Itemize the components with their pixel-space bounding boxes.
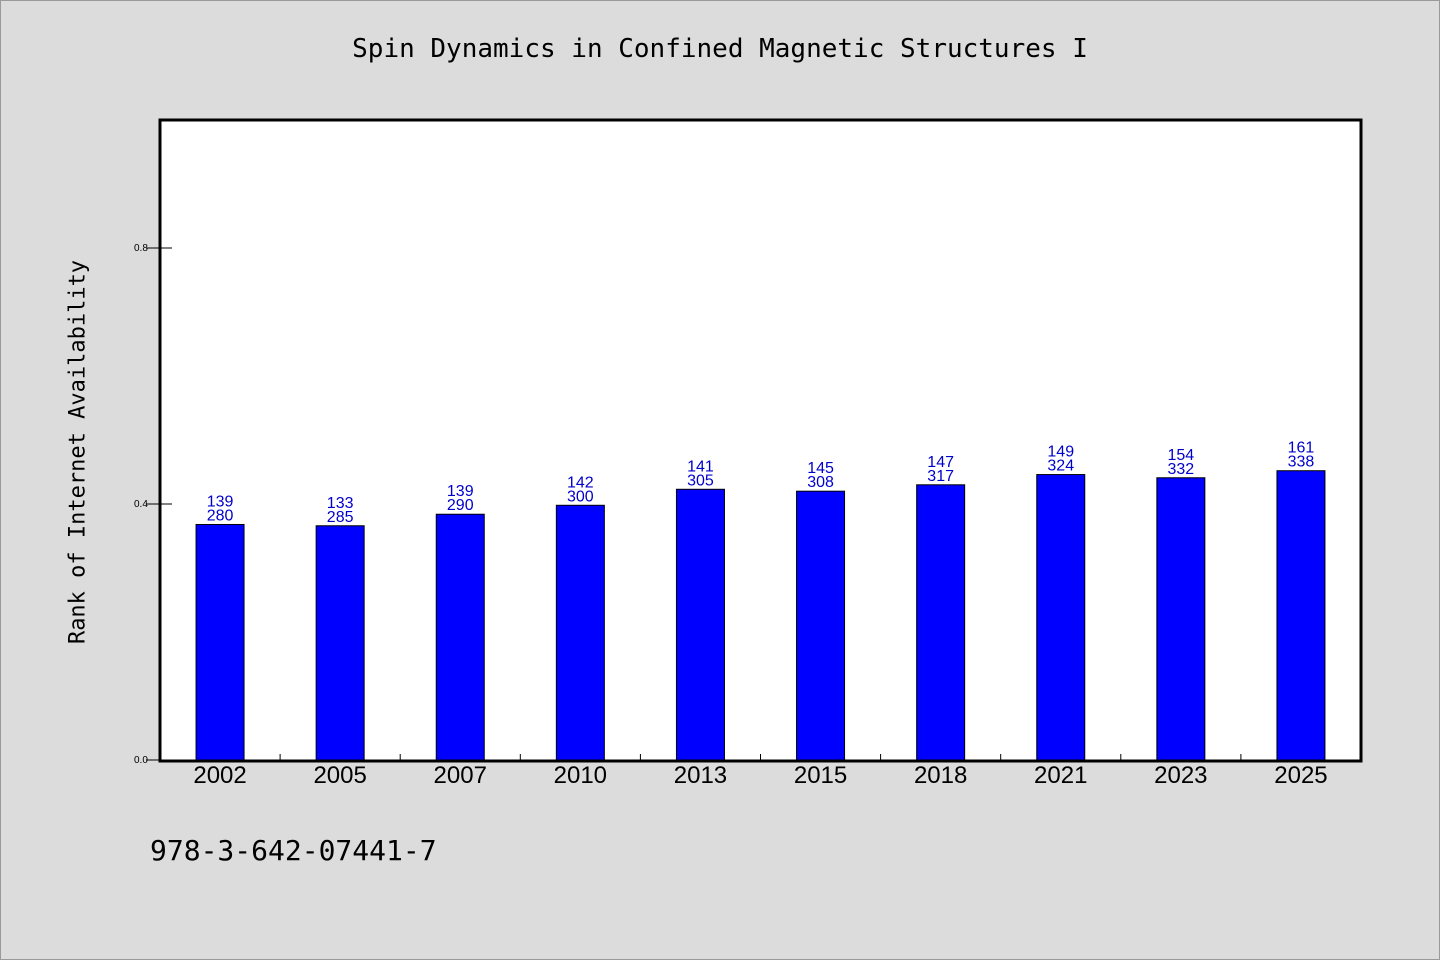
data-label-top-2023: 154	[1167, 447, 1194, 464]
x-tick-label-2002: 2002	[193, 762, 246, 789]
data-label-bottom-2005: 285	[327, 509, 354, 526]
data-label-bottom-2002: 280	[207, 507, 234, 524]
data-labels: 2002139280200513328520071392902010142300…	[134, 243, 1328, 789]
x-tick-label-2023: 2023	[1154, 762, 1207, 789]
data-label-top-2013: 141	[687, 458, 714, 475]
axis-ticks	[146, 247, 1242, 761]
data-label-top-2018: 147	[927, 454, 954, 471]
bar-2023	[1156, 477, 1206, 761]
bar-2005	[315, 525, 365, 761]
data-label-bottom-2010: 300	[567, 488, 594, 505]
data-label-top-2005: 133	[327, 495, 354, 512]
bar-2007	[435, 513, 485, 761]
x-tick-label-2018: 2018	[914, 762, 967, 789]
data-label-bottom-2015: 308	[807, 474, 834, 491]
data-label-top-2007: 139	[447, 483, 474, 500]
y-tick-label: 0.8	[134, 243, 148, 254]
data-label-bottom-2007: 290	[447, 497, 474, 514]
x-tick-label-2013: 2013	[674, 762, 727, 789]
data-label-top-2002: 139	[207, 493, 234, 510]
data-label-bottom-2025: 338	[1288, 454, 1315, 471]
data-label-top-2021: 149	[1047, 444, 1074, 461]
y-tick-label: 0.0	[134, 755, 148, 766]
x-tick-label-2010: 2010	[554, 762, 607, 789]
x-tick-label-2021: 2021	[1034, 762, 1087, 789]
x-tick-label-2007: 2007	[434, 762, 487, 789]
bar-2002	[195, 523, 245, 761]
bar-2021	[1036, 474, 1086, 761]
bar-2025	[1276, 470, 1326, 761]
bars	[195, 470, 1326, 761]
data-label-top-2010: 142	[567, 474, 594, 491]
bar-2015	[796, 490, 846, 761]
x-tick-label-2025: 2025	[1274, 762, 1327, 789]
isbn-code: 978-3-642-07441-7	[150, 834, 437, 867]
x-tick-label-2015: 2015	[794, 762, 847, 789]
x-tick-label-2005: 2005	[313, 762, 366, 789]
chart-title: Spin Dynamics in Confined Magnetic Struc…	[352, 34, 1088, 64]
data-label-top-2025: 161	[1288, 440, 1315, 457]
bar-2010	[555, 504, 605, 761]
data-label-top-2015: 145	[807, 460, 834, 477]
y-tick-label: 0.4	[134, 499, 148, 510]
data-label-bottom-2021: 324	[1047, 458, 1074, 475]
data-label-bottom-2023: 332	[1167, 461, 1194, 478]
data-label-bottom-2018: 317	[927, 468, 954, 485]
bar-2013	[675, 488, 725, 761]
bar-2018	[916, 484, 966, 761]
data-label-bottom-2013: 305	[687, 472, 714, 489]
